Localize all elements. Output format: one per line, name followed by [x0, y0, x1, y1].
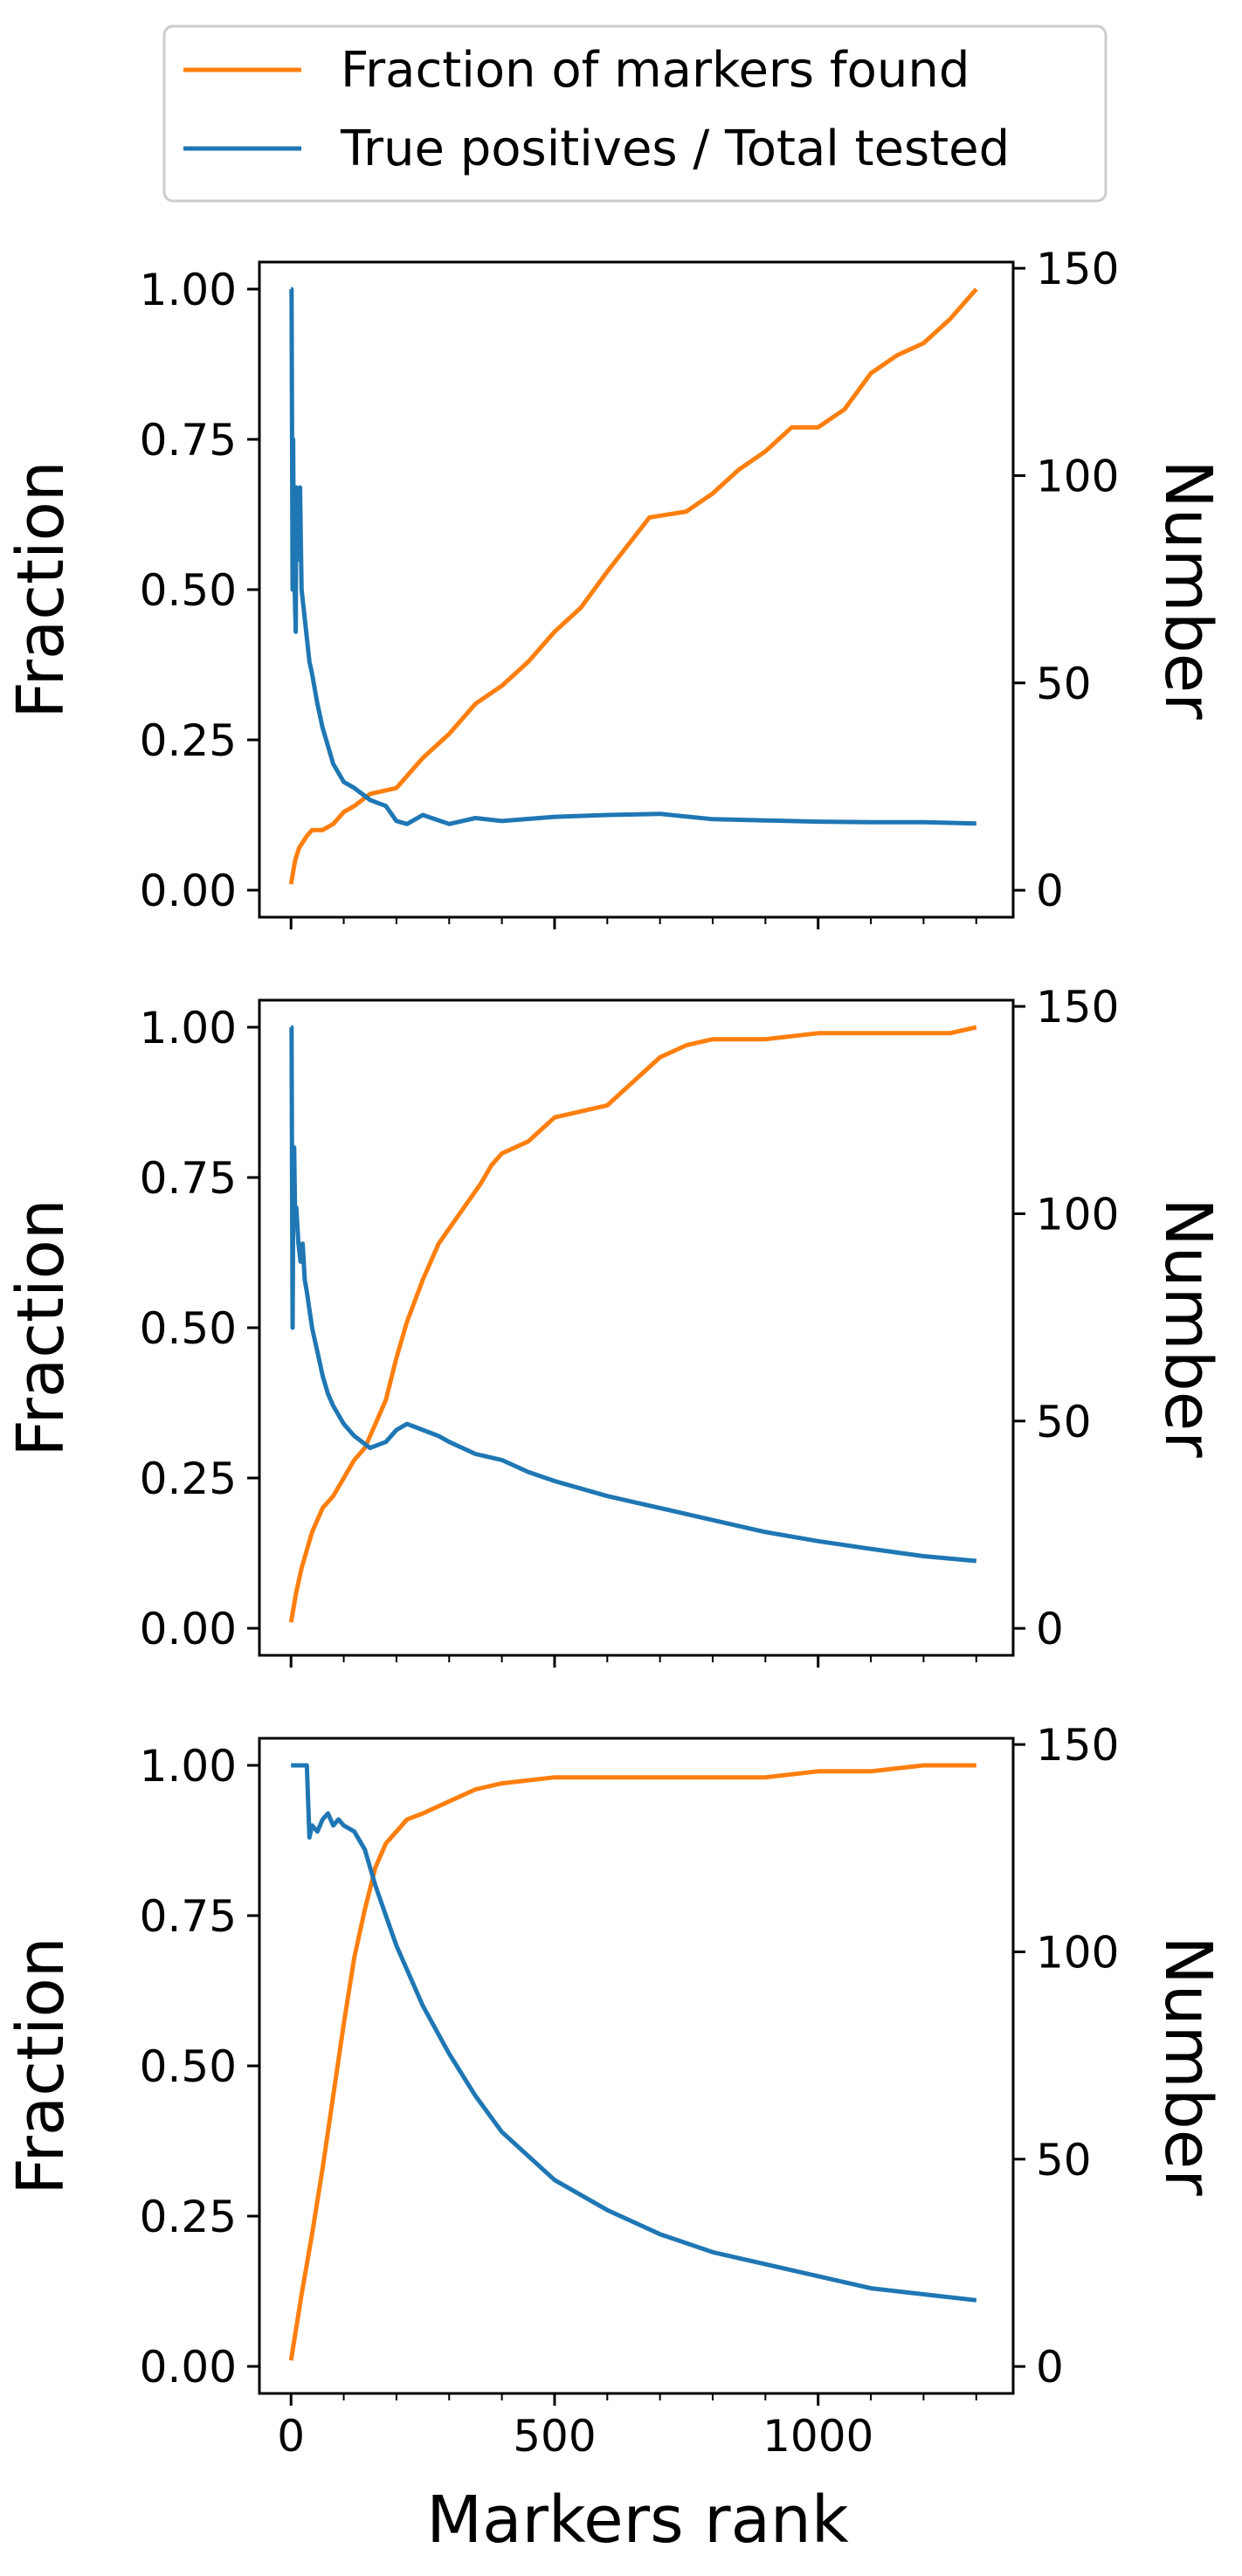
panel-3: 0.00 0.25 0.50 0.75 1.00 0 50 100 150 0 500 1000 Fra…: [3, 1720, 1225, 2462]
panel-3-x-tick-label: 500: [513, 2411, 596, 2462]
panel-1-series-fraction: [288, 287, 978, 885]
panel-1-right-tick-label: 50: [1036, 659, 1092, 709]
legend-label-true-positives: True positives / Total tested: [340, 121, 1010, 177]
panel-1-axes-frame: [258, 260, 1015, 919]
panel-1-right-tick-label: 150: [1036, 244, 1119, 294]
panel-2-y-left-title: Fraction: [3, 1198, 79, 1456]
legend-frame: [162, 24, 1107, 203]
panel-1-left-tick-label: 0.50: [140, 565, 237, 616]
legend-label-fraction: Fraction of markers found: [341, 42, 969, 99]
x-axis-title: Markers rank: [426, 2483, 849, 2558]
panel-2-right-tick-label: 50: [1036, 1397, 1092, 1447]
panel-3-left-tick-label: 0.25: [140, 2192, 237, 2242]
panel-1-y-right-title: Number: [1150, 459, 1225, 720]
legend: Fraction of markers found True positives…: [162, 24, 1107, 203]
panel-2-right-tick-label: 100: [1036, 1189, 1119, 1240]
panel-3-right-tick-label: 0: [1036, 2342, 1064, 2393]
panel-2-left-tick-label: 0.50: [140, 1303, 237, 1354]
panel-2-y-right-title: Number: [1150, 1198, 1225, 1458]
panel-3-series-fraction: [288, 1763, 976, 2361]
panel-1-right-tick-label: 100: [1036, 451, 1119, 501]
panels: 0.00 0.25 0.50 0.75 1.00 0 50 100 150 Fraction Num…: [3, 244, 1225, 2462]
panel-2-series-fraction: [288, 1025, 977, 1623]
panel-1-left-tick-label: 0.25: [140, 715, 237, 766]
panel-3-y-left-title: Fraction: [3, 1937, 79, 2194]
panel-3-left-tick-label: 0.50: [140, 2041, 237, 2092]
panel-3-y-right-title: Number: [1150, 1936, 1225, 2196]
panel-2-left-tick-label: 1.00: [140, 1003, 237, 1053]
panel-2-axes-frame: [258, 998, 1015, 1657]
panel-2-left-tick-label: 0.75: [140, 1153, 237, 1204]
panel-1-y-left-title: Fraction: [3, 460, 79, 718]
panel-3-left-tick-label: 0.75: [140, 1891, 237, 1942]
panel-3-left-tick-label: 1.00: [140, 1741, 237, 1792]
panel-2-series-true-positives: [289, 1025, 977, 1564]
panel-1-series-true-positives: [289, 287, 976, 826]
panel-3-axes-frame: [258, 1737, 1015, 2395]
panel-2-right-tick-label: 0: [1036, 1604, 1064, 1654]
panel-1-right-tick-label: 0: [1036, 866, 1064, 916]
panel-3-right-tick-label: 50: [1036, 2135, 1092, 2186]
panel-3-x-tick-label: 0: [277, 2411, 305, 2462]
panel-3-right-tick-label: 100: [1036, 1927, 1119, 1978]
panel-1-left-tick-label: 1.00: [140, 265, 237, 315]
panel-1-left-tick-label: 0.75: [140, 415, 237, 466]
panel-2-right-tick-label: 150: [1036, 982, 1119, 1032]
panel-2: 0.00 0.25 0.50 0.75 1.00 0 50 100 150 Fraction Num…: [3, 982, 1225, 1668]
panel-2-left-tick-label: 0.00: [140, 1604, 237, 1654]
panel-2-left-tick-label: 0.25: [140, 1454, 237, 1504]
panel-1-left-tick-label: 0.00: [140, 866, 237, 916]
panel-1: 0.00 0.25 0.50 0.75 1.00 0 50 100 150 Fraction Num…: [3, 244, 1225, 929]
panel-3-x-tick-label: 1000: [762, 2411, 873, 2462]
panel-3-left-tick-label: 0.00: [140, 2342, 237, 2393]
panel-3-series-true-positives: [291, 1763, 977, 2303]
panel-3-right-tick-label: 150: [1036, 1720, 1119, 1771]
